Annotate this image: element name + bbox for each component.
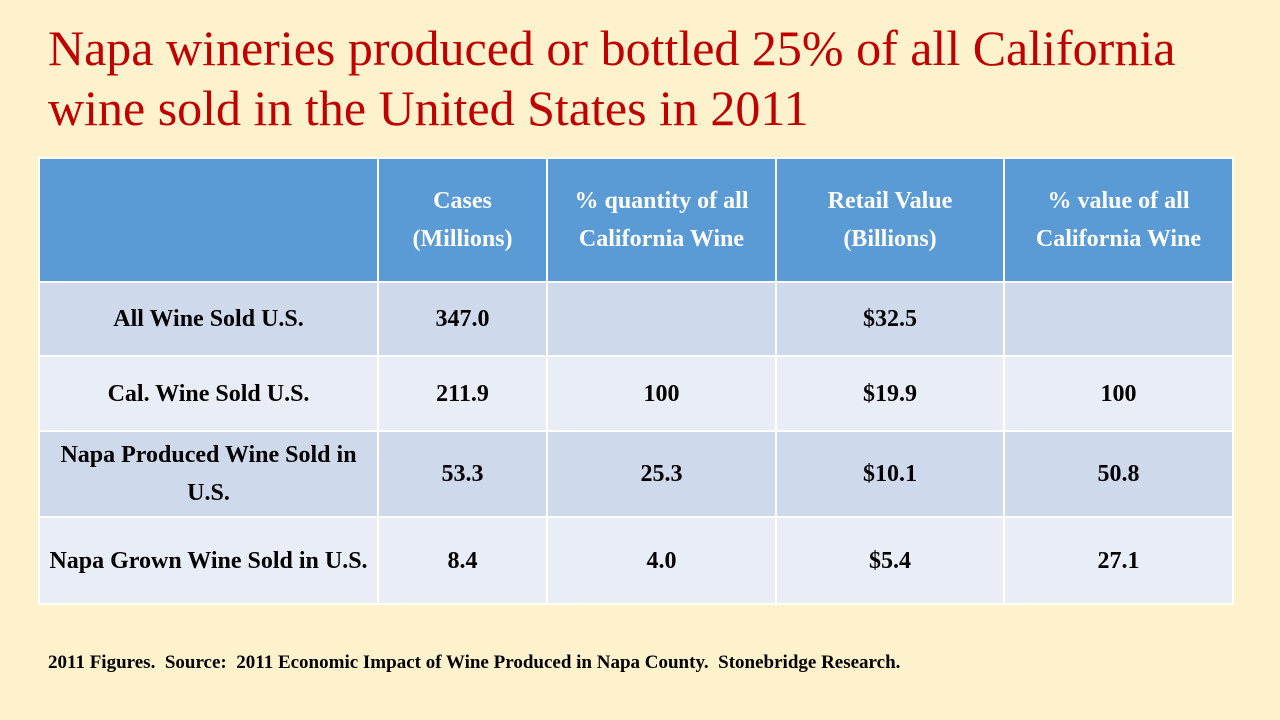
header-cell: % value of all California Wine — [1003, 157, 1234, 283]
footnote: 2011 Figures. Source: 2011 Economic Impa… — [48, 652, 901, 673]
table-cell — [1003, 281, 1234, 357]
row-label: Napa Produced Wine Sold in U.S. — [38, 430, 379, 518]
table-cell: 8.4 — [377, 516, 548, 605]
header-cell: % quantity of all California Wine — [546, 157, 777, 283]
table-cell: 211.9 — [377, 355, 548, 432]
row-label: All Wine Sold U.S. — [38, 281, 379, 357]
row-label: Napa Grown Wine Sold in U.S. — [38, 516, 379, 605]
table-cell — [546, 281, 777, 357]
table-cell: $32.5 — [775, 281, 1005, 357]
header-cell: Cases (Millions) — [377, 157, 548, 283]
table-cell: 100 — [546, 355, 777, 432]
table-row: Napa Grown Wine Sold in U.S. 8.4 4.0 $5.4 27… — [38, 516, 1234, 605]
table-cell: $10.1 — [775, 430, 1005, 518]
table-cell: $19.9 — [775, 355, 1005, 432]
table-cell: 347.0 — [377, 281, 548, 357]
data-table: Cases (Millions)% quantity of all Califo… — [38, 157, 1234, 605]
header-row: Cases (Millions)% quantity of all Califo… — [38, 157, 1234, 283]
slide-title: Napa wineries produced or bottled 25% of… — [48, 20, 1176, 136]
table-row: Napa Produced Wine Sold in U.S. 53.3 25.3 $… — [38, 430, 1234, 518]
table-cell: 50.8 — [1003, 430, 1234, 518]
table-cell: 25.3 — [546, 430, 777, 518]
table-cell: 27.1 — [1003, 516, 1234, 605]
header-cell — [38, 157, 379, 283]
table-row: All Wine Sold U.S. 347.0 $32.5 — [38, 281, 1234, 357]
table-row: Cal. Wine Sold U.S. 211.9 100 $19.9 100 — [38, 355, 1234, 432]
header-cell: Retail Value (Billions) — [775, 157, 1005, 283]
row-label: Cal. Wine Sold U.S. — [38, 355, 379, 432]
table-cell: 100 — [1003, 355, 1234, 432]
table-cell: $5.4 — [775, 516, 1005, 605]
table-cell: 4.0 — [546, 516, 777, 605]
table-cell: 53.3 — [377, 430, 548, 518]
